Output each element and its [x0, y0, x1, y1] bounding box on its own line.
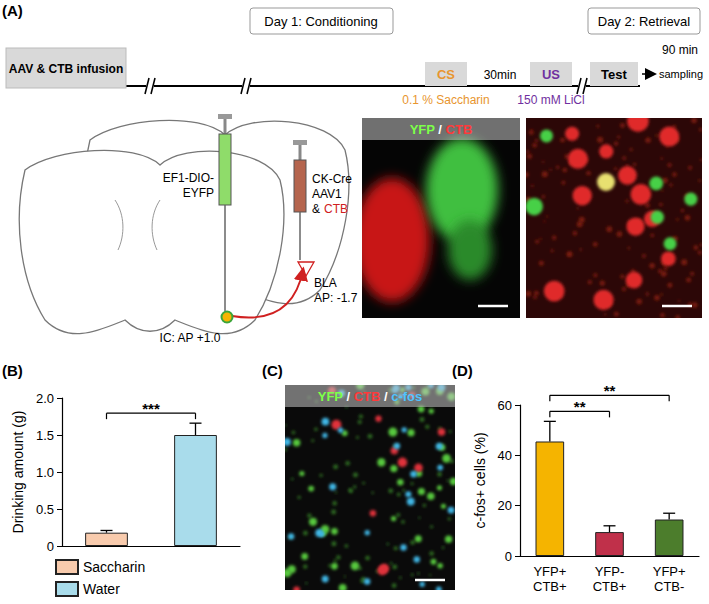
svg-text:(D): (D)	[452, 362, 473, 379]
svg-text:**: **	[574, 398, 586, 415]
svg-text:90 min: 90 min	[662, 43, 698, 57]
svg-text:CTB+: CTB+	[593, 579, 627, 594]
svg-text:1.0: 1.0	[36, 465, 54, 480]
svg-text:&CTB: &CTB	[312, 202, 348, 216]
svg-text:EYFP: EYFP	[183, 186, 214, 200]
svg-text:(B): (B)	[2, 362, 23, 379]
svg-text:CK-Cre: CK-Cre	[312, 172, 352, 186]
svg-text:(A): (A)	[2, 2, 23, 19]
svg-text:40: 40	[498, 448, 512, 463]
svg-text:60: 60	[498, 398, 512, 413]
svg-text:0.5: 0.5	[36, 502, 54, 517]
svg-text:US: US	[542, 67, 560, 82]
svg-text:2.0: 2.0	[36, 391, 54, 406]
svg-text:YFP+: YFP+	[533, 564, 566, 579]
svg-text:CTB-: CTB-	[654, 579, 684, 594]
svg-text:YFP / CTB: YFP / CTB	[410, 122, 473, 137]
svg-text:150 mM LiCl: 150 mM LiCl	[517, 93, 584, 107]
svg-text:30min: 30min	[484, 68, 517, 82]
svg-text:IC: AP +1.0: IC: AP +1.0	[160, 331, 221, 345]
svg-text:0: 0	[47, 539, 54, 554]
svg-text:c-fos+ cells (%): c-fos+ cells (%)	[472, 432, 488, 528]
svg-text:Day 2: Retrieval: Day 2: Retrieval	[598, 14, 691, 29]
svg-text:Test: Test	[601, 67, 627, 82]
svg-text:20: 20	[498, 498, 512, 513]
svg-text:AAV1: AAV1	[312, 187, 342, 201]
svg-text:sampling: sampling	[659, 68, 703, 80]
svg-text:EF1-DIO-: EF1-DIO-	[163, 171, 214, 185]
svg-text:(C): (C)	[262, 362, 283, 379]
svg-text:0: 0	[505, 549, 512, 564]
svg-text:1.5: 1.5	[36, 428, 54, 443]
svg-text:**: **	[604, 382, 616, 399]
svg-text:YFP / CTB / c-fos: YFP / CTB / c-fos	[318, 389, 423, 404]
svg-text:Saccharin: Saccharin	[83, 559, 145, 575]
svg-text:Water: Water	[83, 581, 120, 597]
svg-text:CS: CS	[437, 67, 455, 82]
svg-text:Day 1: Conditioning: Day 1: Conditioning	[264, 14, 377, 29]
svg-text:Drinking amount (g): Drinking amount (g)	[10, 411, 26, 534]
svg-text:***: ***	[142, 400, 160, 417]
svg-text:0.1 % Saccharin: 0.1 % Saccharin	[402, 93, 489, 107]
svg-text:AAV & CTB infusion: AAV & CTB infusion	[9, 62, 123, 76]
svg-text:CTB+: CTB+	[533, 579, 567, 594]
svg-text:YFP-: YFP-	[595, 564, 625, 579]
svg-text:YFP+: YFP+	[653, 564, 686, 579]
svg-text:AP: -1.7: AP: -1.7	[314, 291, 358, 305]
svg-text:BLA: BLA	[314, 276, 337, 290]
